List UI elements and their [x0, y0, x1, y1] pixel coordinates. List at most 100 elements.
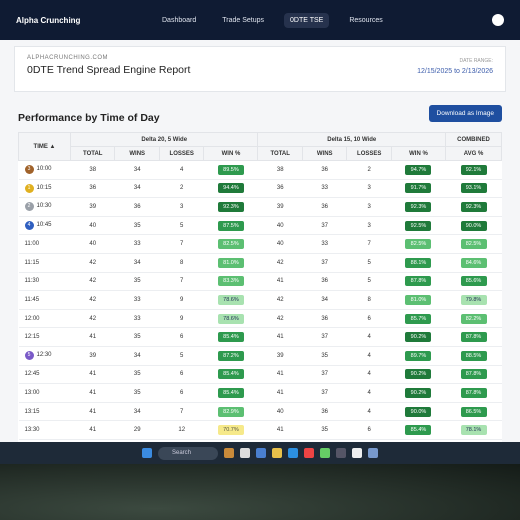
data-cell: 38 [257, 160, 303, 180]
time-cell: 13:15 [18, 401, 71, 421]
table-row: 13:00 41 35 6 85.4% 41 37 4 90.2% 87.8% [18, 383, 502, 403]
time-cell: 12:45 [18, 364, 71, 384]
win-pill: 82.5% [217, 239, 244, 250]
time-cell: 11:15 [18, 252, 71, 273]
time-label: 13:30 [24, 427, 40, 434]
cell-value: 8 [180, 259, 184, 266]
nav-item[interactable]: Trade Setups [222, 16, 265, 24]
time-cell: 11:00 [18, 234, 71, 254]
time-cell: 13:00 [18, 383, 71, 403]
data-cell: 5 [159, 215, 204, 235]
cell-value: 35 [321, 427, 329, 434]
cell-value: 7 [180, 408, 184, 415]
download-button[interactable]: Download as Image [428, 105, 502, 122]
cell-value: 7 [180, 241, 184, 248]
time-label: 12:15 [24, 334, 40, 341]
data-cell: 41 [70, 438, 115, 442]
avatar[interactable] [492, 14, 504, 26]
data-cell: 90.2% [391, 383, 446, 403]
app-icon[interactable] [352, 448, 362, 458]
start-icon[interactable] [142, 448, 152, 458]
data-cell: 86.5% [445, 401, 502, 421]
cell-value: 41 [89, 427, 97, 434]
cell-value: 4 [367, 352, 371, 359]
data-cell: 7 [346, 438, 392, 442]
cell-value: 39 [89, 352, 97, 359]
win-pill: 90.0% [460, 220, 487, 231]
brand[interactable]: Alpha Crunching [16, 15, 81, 25]
data-cell: 34 [114, 178, 160, 198]
nav-item[interactable]: Resources [349, 16, 383, 24]
cell-value: 36 [276, 185, 284, 192]
data-cell: 85.4% [203, 364, 258, 384]
nav-item[interactable]: 0DTE TSE [284, 12, 330, 28]
cell-value: 36 [321, 408, 329, 415]
cell-value: 42 [89, 259, 97, 266]
cell-value: 37 [321, 334, 329, 341]
cell-value: 4 [367, 408, 371, 415]
section-header: Performance by Time of Day Download as I… [18, 92, 502, 132]
data-cell: 7 [159, 401, 204, 421]
cell-value: 3 [367, 185, 371, 192]
nav-item[interactable]: Dashboard [162, 16, 197, 24]
win-pill: 90.0% [405, 406, 432, 417]
time-label: 10:15 [36, 184, 52, 191]
cell-value: 36 [321, 166, 329, 173]
cell-value: 7 [367, 241, 371, 248]
column-header: TOTAL [257, 146, 303, 161]
app-icon[interactable] [368, 448, 378, 458]
time-header[interactable]: TIME ▲ [18, 132, 71, 161]
app-icon[interactable] [304, 448, 314, 458]
app-icon[interactable] [272, 448, 282, 458]
app-icon[interactable] [288, 448, 298, 458]
group-header: COMBINED [445, 132, 502, 147]
cell-value: 5 [367, 278, 371, 285]
win-pill: 92.3% [217, 201, 244, 212]
column-header: LOSSES [158, 146, 205, 161]
nav-bar: Alpha Crunching Dashboard Trade Setups 0DT… [0, 0, 520, 40]
cell-value: 4 [367, 334, 371, 341]
search-box[interactable]: Search [158, 446, 218, 460]
cell-value: 29 [133, 427, 141, 434]
cell-value: 41 [89, 389, 97, 396]
app-icon[interactable] [320, 448, 330, 458]
data-cell: 38 [70, 160, 115, 180]
range-label: DATE RANGE: [459, 58, 493, 64]
cell-value: 9 [180, 315, 184, 322]
column-header: LOSSES [346, 146, 392, 161]
browser: Alpha Crunching Dashboard Trade Setups 0DT… [0, 0, 520, 442]
time-label: 10:45 [36, 222, 52, 229]
data-cell: 33 [302, 178, 347, 198]
data-cell: 33 [114, 290, 160, 310]
app-icon[interactable] [240, 448, 250, 458]
app-icon[interactable] [336, 448, 346, 458]
data-cell: 4 [346, 327, 392, 347]
time-cell: 4 10:45 [18, 215, 71, 235]
data-cell: 82.5% [391, 234, 446, 254]
time-label: 12:00 [24, 315, 40, 322]
data-cell: 34 [114, 345, 160, 366]
data-cell: 81.0% [203, 252, 258, 273]
report-title: 0DTE Trend Spread Engine Report [27, 64, 191, 76]
data-cell: 9 [159, 308, 204, 328]
data-cell: 7 [159, 271, 204, 291]
data-cell: 40 [257, 215, 303, 235]
win-pill: 79.8% [460, 294, 487, 305]
column-header: WIN % [390, 146, 447, 161]
data-cell: 36 [302, 160, 347, 180]
data-cell: 36 [70, 178, 115, 198]
win-pill: 93.1% [460, 183, 487, 194]
win-pill: 94.4% [217, 183, 244, 194]
data-cell: 90.2% [391, 327, 446, 347]
app-icon[interactable] [256, 448, 266, 458]
cell-value: 41 [276, 278, 284, 285]
win-pill: 87.8% [460, 387, 487, 398]
data-cell: 36 [302, 308, 347, 328]
time-label: 11:30 [24, 278, 40, 285]
cell-value: 3 [367, 203, 371, 210]
win-pill: 90.2% [405, 387, 432, 398]
app-icon[interactable] [224, 448, 234, 458]
data-cell: 29 [114, 438, 160, 442]
win-pill: 89.7% [405, 350, 432, 361]
data-cell: 94.7% [391, 160, 446, 180]
